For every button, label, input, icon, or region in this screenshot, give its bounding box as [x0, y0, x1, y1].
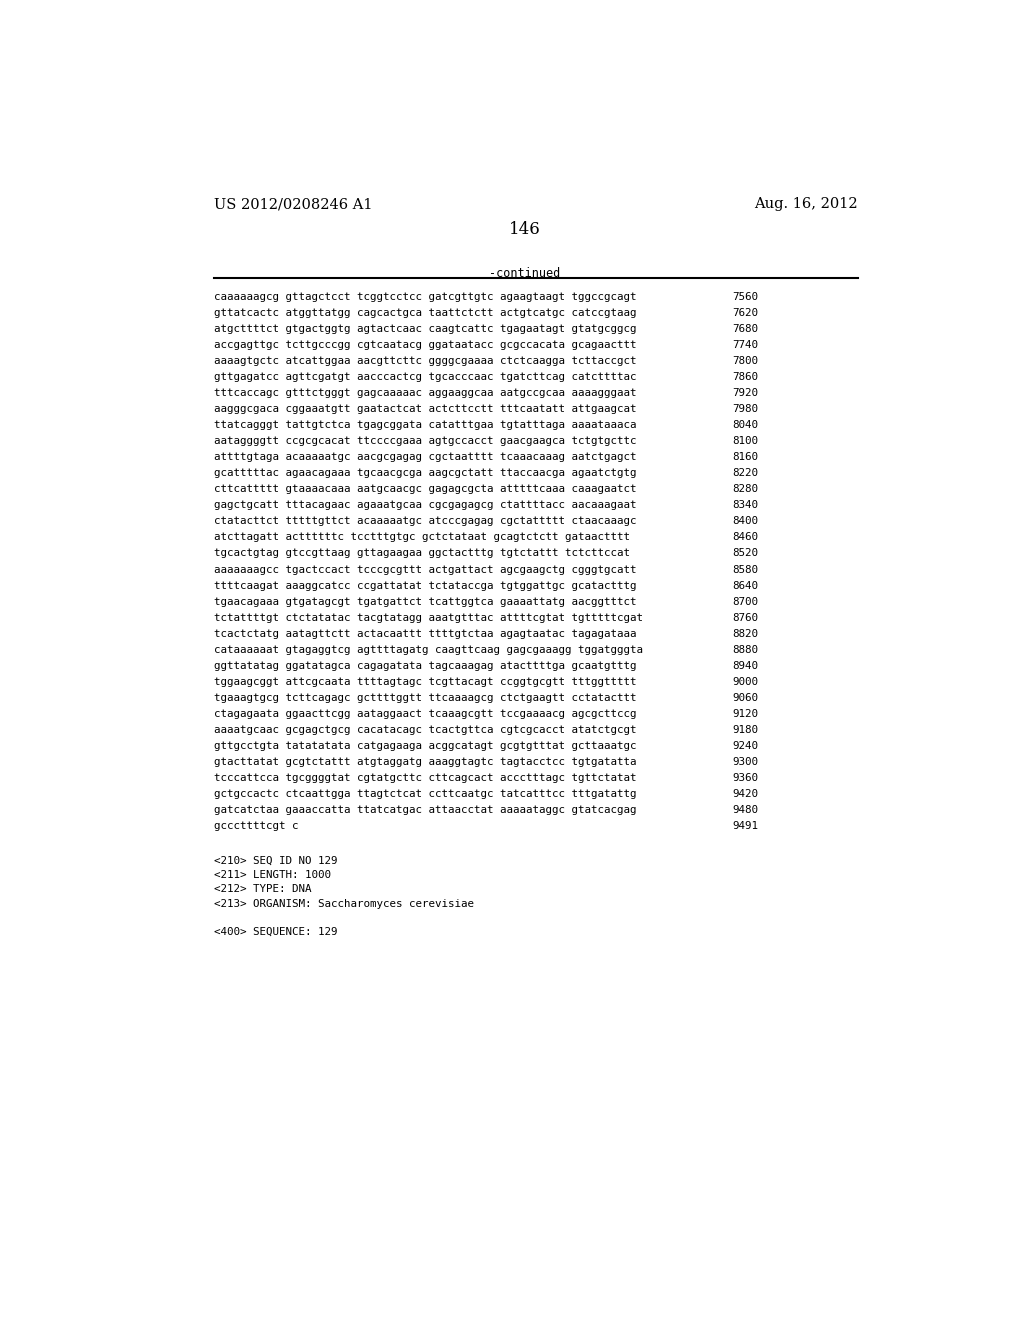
Text: 146: 146 [509, 222, 541, 239]
Text: 8400: 8400 [733, 516, 759, 527]
Text: 9360: 9360 [733, 774, 759, 783]
Text: tctattttgt ctctatatac tacgtatagg aaatgtttac attttcgtat tgtttttcgat: tctattttgt ctctatatac tacgtatagg aaatgtt… [214, 612, 643, 623]
Text: 8340: 8340 [733, 500, 759, 511]
Text: caaaaaagcg gttagctcct tcggtcctcc gatcgttgtc agaagtaagt tggccgcagt: caaaaaagcg gttagctcct tcggtcctcc gatcgtt… [214, 292, 636, 301]
Text: -continued: -continued [489, 267, 560, 280]
Text: 9120: 9120 [733, 709, 759, 719]
Text: 9420: 9420 [733, 789, 759, 800]
Text: 9060: 9060 [733, 693, 759, 704]
Text: gttgcctgta tatatatata catgagaaga acggcatagt gcgtgtttat gcttaaatgc: gttgcctgta tatatatata catgagaaga acggcat… [214, 742, 636, 751]
Text: 8700: 8700 [733, 597, 759, 607]
Text: cataaaaaat gtagaggtcg agttttagatg caagttcaag gagcgaaagg tggatgggta: cataaaaaat gtagaggtcg agttttagatg caagtt… [214, 645, 643, 655]
Text: 8460: 8460 [733, 532, 759, 543]
Text: cttcattttt gtaaaacaaa aatgcaacgc gagagcgcta atttttcaaa caaagaatct: cttcattttt gtaaaacaaa aatgcaacgc gagagcg… [214, 484, 636, 494]
Text: 7980: 7980 [733, 404, 759, 414]
Text: 9480: 9480 [733, 805, 759, 816]
Text: aagggcgaca cggaaatgtt gaatactcat actcttcctt tttcaatatt attgaagcat: aagggcgaca cggaaatgtt gaatactcat actcttc… [214, 404, 636, 414]
Text: 8760: 8760 [733, 612, 759, 623]
Text: <400> SEQUENCE: 129: <400> SEQUENCE: 129 [214, 927, 337, 937]
Text: gttatcactc atggttatgg cagcactgca taattctctt actgtcatgc catccgtaag: gttatcactc atggttatgg cagcactgca taattct… [214, 308, 636, 318]
Text: 7620: 7620 [733, 308, 759, 318]
Text: 9000: 9000 [733, 677, 759, 686]
Text: 7560: 7560 [733, 292, 759, 301]
Text: 7860: 7860 [733, 372, 759, 381]
Text: tgaacagaaa gtgatagcgt tgatgattct tcattggtca gaaaattatg aacggtttct: tgaacagaaa gtgatagcgt tgatgattct tcattgg… [214, 597, 636, 607]
Text: tcccattcca tgcggggtat cgtatgcttc cttcagcact accctttagc tgttctatat: tcccattcca tgcggggtat cgtatgcttc cttcagc… [214, 774, 636, 783]
Text: aataggggtt ccgcgcacat ttccccgaaa agtgccacct gaacgaagca tctgtgcttc: aataggggtt ccgcgcacat ttccccgaaa agtgcca… [214, 436, 636, 446]
Text: tcactctatg aatagttctt actacaattt ttttgtctaa agagtaatac tagagataaa: tcactctatg aatagttctt actacaattt ttttgtc… [214, 628, 636, 639]
Text: 8640: 8640 [733, 581, 759, 590]
Text: 8220: 8220 [733, 469, 759, 478]
Text: 8040: 8040 [733, 420, 759, 430]
Text: tggaagcggt attcgcaata ttttagtagc tcgttacagt ccggtgcgtt tttggttttt: tggaagcggt attcgcaata ttttagtagc tcgttac… [214, 677, 636, 686]
Text: 8160: 8160 [733, 453, 759, 462]
Text: attttgtaga acaaaaatgc aacgcgagag cgctaatttt tcaaacaaag aatctgagct: attttgtaga acaaaaatgc aacgcgagag cgctaat… [214, 453, 636, 462]
Text: ctatacttct tttttgttct acaaaaatgc atcccgagag cgctattttt ctaacaaagc: ctatacttct tttttgttct acaaaaatgc atcccga… [214, 516, 636, 527]
Text: 8880: 8880 [733, 645, 759, 655]
Text: gcccttttcgt c: gcccttttcgt c [214, 821, 298, 832]
Text: atcttagatt acttttttc tcctttgtgc gctctataat gcagtctctt gataactttt: atcttagatt acttttttc tcctttgtgc gctctata… [214, 532, 630, 543]
Text: <213> ORGANISM: Saccharomyces cerevisiae: <213> ORGANISM: Saccharomyces cerevisiae [214, 899, 474, 908]
Text: 8520: 8520 [733, 549, 759, 558]
Text: aaaatgcaac gcgagctgcg cacatacagc tcactgttca cgtcgcacct atatctgcgt: aaaatgcaac gcgagctgcg cacatacagc tcactgt… [214, 725, 636, 735]
Text: Aug. 16, 2012: Aug. 16, 2012 [755, 197, 858, 211]
Text: gagctgcatt tttacagaac agaaatgcaa cgcgagagcg ctattttacc aacaaagaat: gagctgcatt tttacagaac agaaatgcaa cgcgaga… [214, 500, 636, 511]
Text: 9491: 9491 [733, 821, 759, 832]
Text: 8940: 8940 [733, 661, 759, 671]
Text: 7740: 7740 [733, 339, 759, 350]
Text: tttcaccagc gtttctgggt gagcaaaaac aggaaggcaa aatgccgcaa aaaagggaat: tttcaccagc gtttctgggt gagcaaaaac aggaagg… [214, 388, 636, 397]
Text: accgagttgc tcttgcccgg cgtcaatacg ggataatacc gcgccacata gcagaacttt: accgagttgc tcttgcccgg cgtcaatacg ggataat… [214, 339, 636, 350]
Text: 9300: 9300 [733, 758, 759, 767]
Text: atgcttttct gtgactggtg agtactcaac caagtcattc tgagaatagt gtatgcggcg: atgcttttct gtgactggtg agtactcaac caagtca… [214, 323, 636, 334]
Text: 8580: 8580 [733, 565, 759, 574]
Text: aaaaaaagcc tgactccact tcccgcgttt actgattact agcgaagctg cgggtgcatt: aaaaaaagcc tgactccact tcccgcgttt actgatt… [214, 565, 636, 574]
Text: 8820: 8820 [733, 628, 759, 639]
Text: 7680: 7680 [733, 323, 759, 334]
Text: 7800: 7800 [733, 356, 759, 366]
Text: <211> LENGTH: 1000: <211> LENGTH: 1000 [214, 870, 331, 880]
Text: 8280: 8280 [733, 484, 759, 494]
Text: gatcatctaa gaaaccatta ttatcatgac attaacctat aaaaataggc gtatcacgag: gatcatctaa gaaaccatta ttatcatgac attaacc… [214, 805, 636, 816]
Text: ggttatatag ggatatagca cagagatata tagcaaagag atacttttga gcaatgtttg: ggttatatag ggatatagca cagagatata tagcaaa… [214, 661, 636, 671]
Text: 9240: 9240 [733, 742, 759, 751]
Text: 7920: 7920 [733, 388, 759, 397]
Text: <212> TYPE: DNA: <212> TYPE: DNA [214, 884, 311, 895]
Text: gcatttttac agaacagaaa tgcaacgcga aagcgctatt ttaccaacga agaatctgtg: gcatttttac agaacagaaa tgcaacgcga aagcgct… [214, 469, 636, 478]
Text: <210> SEQ ID NO 129: <210> SEQ ID NO 129 [214, 855, 337, 866]
Text: gttgagatcc agttcgatgt aacccactcg tgcacccaac tgatcttcag catcttttac: gttgagatcc agttcgatgt aacccactcg tgcaccc… [214, 372, 636, 381]
Text: tgcactgtag gtccgttaag gttagaagaa ggctactttg tgtctattt tctcttccat: tgcactgtag gtccgttaag gttagaagaa ggctact… [214, 549, 630, 558]
Text: US 2012/0208246 A1: US 2012/0208246 A1 [214, 197, 372, 211]
Text: gtacttatat gcgtctattt atgtaggatg aaaggtagtc tagtacctcc tgtgatatta: gtacttatat gcgtctattt atgtaggatg aaaggta… [214, 758, 636, 767]
Text: gctgccactc ctcaattgga ttagtctcat ccttcaatgc tatcatttcc tttgatattg: gctgccactc ctcaattgga ttagtctcat ccttcaa… [214, 789, 636, 800]
Text: ctagagaata ggaacttcgg aataggaact tcaaagcgtt tccgaaaacg agcgcttccg: ctagagaata ggaacttcgg aataggaact tcaaagc… [214, 709, 636, 719]
Text: 8100: 8100 [733, 436, 759, 446]
Text: aaaagtgctc atcattggaa aacgttcttc ggggcgaaaa ctctcaagga tcttaccgct: aaaagtgctc atcattggaa aacgttcttc ggggcga… [214, 356, 636, 366]
Text: 9180: 9180 [733, 725, 759, 735]
Text: ttatcagggt tattgtctca tgagcggata catatttgaa tgtatttaga aaaataaaca: ttatcagggt tattgtctca tgagcggata catattt… [214, 420, 636, 430]
Text: ttttcaagat aaaggcatcc ccgattatat tctataccga tgtggattgc gcatactttg: ttttcaagat aaaggcatcc ccgattatat tctatac… [214, 581, 636, 590]
Text: tgaaagtgcg tcttcagagc gcttttggtt ttcaaaagcg ctctgaagtt cctatacttt: tgaaagtgcg tcttcagagc gcttttggtt ttcaaaa… [214, 693, 636, 704]
